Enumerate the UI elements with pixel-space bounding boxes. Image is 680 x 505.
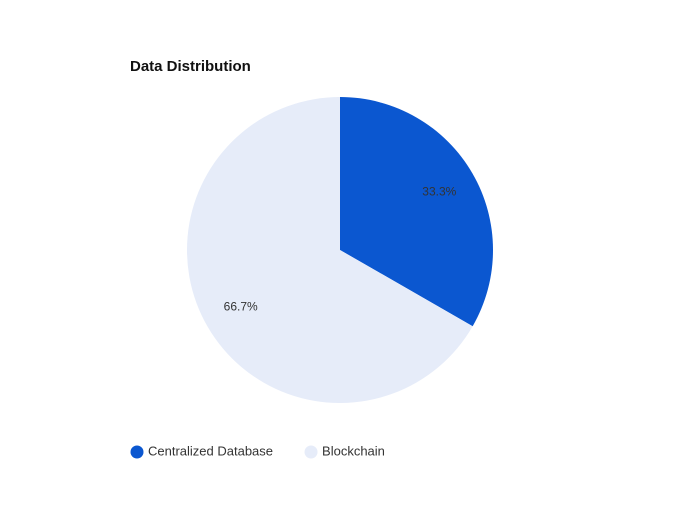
pie-slice bbox=[340, 97, 493, 327]
legend-swatch bbox=[130, 445, 144, 459]
legend-label: Blockchain bbox=[322, 443, 385, 458]
slice-label: 66.7% bbox=[224, 300, 258, 314]
legend-swatch bbox=[304, 445, 318, 459]
slice-label: 33.3% bbox=[422, 185, 456, 199]
legend-label: Centralized Database bbox=[148, 443, 273, 458]
chart-title: Data Distribution bbox=[130, 58, 251, 75]
pie-slice bbox=[186, 97, 473, 403]
